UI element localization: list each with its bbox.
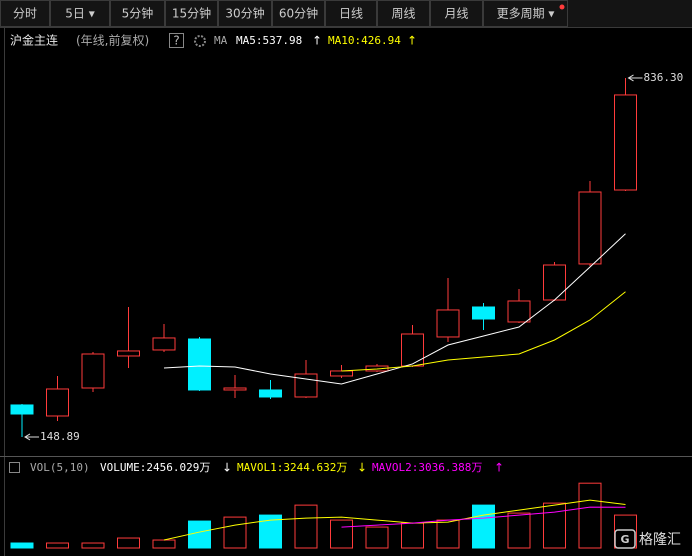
tab-label[interactable]: 分时 [13,7,37,21]
chart-title: 沪金主连 [10,33,58,48]
tab-label[interactable]: 日线 [339,7,363,21]
candle-body [578,191,602,265]
tab[interactable] [430,0,483,27]
tab[interactable] [325,0,377,27]
annotation: 836.30 [644,71,684,84]
mavol-line [163,499,626,541]
legend-label: VOLUME:2456.029万 [100,461,210,474]
help[interactable]: ? [173,34,179,48]
settings-icon[interactable] [194,35,206,47]
candle-body [472,306,495,320]
candle-body [117,350,140,357]
tab-label[interactable]: 60分钟 [279,6,318,21]
legend-trend: ↓ [357,461,367,475]
mavol-line [341,506,626,528]
volume-bar [46,542,69,549]
volume-bar [472,504,495,549]
legend-trend: ↓ [222,461,232,475]
legend-label: MAVOL2:3036.388万 [372,461,482,474]
candle-body [614,94,637,191]
tab[interactable] [50,0,110,27]
indicator: MA [214,34,228,47]
watermark-logo-letter: G [620,533,629,546]
legend-trend: ↑ [407,34,417,48]
candle-body [507,300,531,323]
candle-body [401,333,424,367]
candle-body [436,309,460,338]
volume-bar [365,526,389,549]
annotation-arrowhead [24,433,31,441]
tab[interactable] [483,0,568,27]
volume-bar [330,519,353,549]
tab-label[interactable]: 30分钟 [225,6,264,21]
tab[interactable] [0,0,50,27]
legend-label: MAVOL1:3244.632万 [237,461,347,474]
candle-body [188,338,211,391]
volume-bar [401,522,424,549]
tab[interactable] [272,0,325,27]
watermark-logo [614,529,636,549]
tab-label[interactable]: 5日 ▾ [65,7,94,21]
candle-body [81,353,105,389]
tab[interactable] [110,0,165,27]
annotation: 148.89 [40,430,80,443]
tab-label[interactable]: 更多周期 ▾ [497,7,555,21]
watermark: 格隆汇 [639,532,681,548]
legend-label: MA10:426.94 [328,34,401,47]
ma-line [341,291,626,372]
candle-body [259,389,282,398]
tab-label[interactable]: 5分钟 [122,6,154,21]
volume-bar [117,537,140,549]
legend-trend: ↑ [494,461,504,475]
legend-label: MA5:537.98 [236,34,302,47]
volume-bar [10,542,34,549]
candle-body [46,388,69,417]
volume-bar [436,519,460,549]
candle-body [543,264,566,301]
volume-bar [543,502,566,549]
tab[interactable] [165,0,218,27]
volume-bar [81,542,105,549]
tab[interactable] [377,0,430,27]
ma-line [163,233,626,385]
volume-bar [259,514,282,549]
panel-icon[interactable] [9,462,20,473]
volume-title: VOL(5,10) [30,461,90,474]
notification-dot [559,4,565,10]
tab-label[interactable]: 月线 [444,7,468,21]
chart-subtitle: (年线,前复权) [76,33,149,48]
candle-body [223,387,247,391]
volume-bar [152,539,176,549]
tab[interactable] [218,0,272,27]
tab-label[interactable]: 15分钟 [172,6,211,21]
candle-body [10,404,34,415]
candle-body [330,370,353,377]
tab-label[interactable]: 周线 [391,7,415,21]
volume-bar [294,504,318,549]
candle-body [152,337,176,351]
annotation-arrowhead [627,74,634,82]
volume-bar [578,482,602,549]
legend-trend: ↑ [312,34,322,48]
volume-bar [188,520,211,549]
volume-bar [223,516,247,549]
help-box[interactable] [169,33,184,48]
volume-bar [507,512,531,549]
